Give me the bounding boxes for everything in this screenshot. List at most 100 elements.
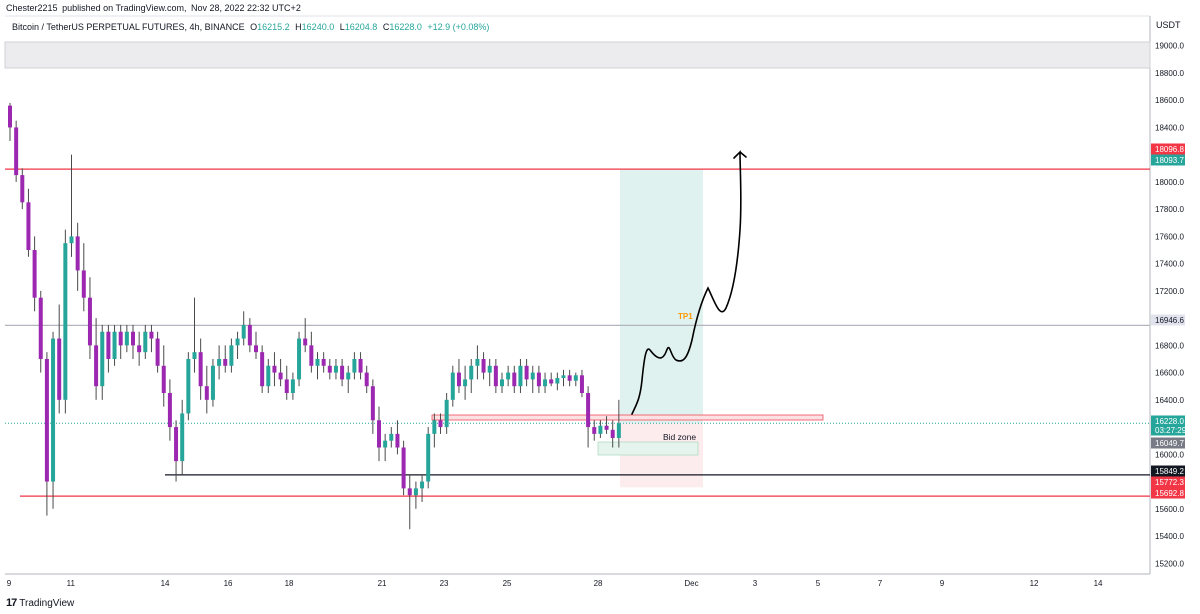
candle-body[interactable]: [69, 236, 74, 244]
candle-body[interactable]: [364, 372, 369, 387]
candle-body[interactable]: [87, 297, 92, 346]
candle-body[interactable]: [543, 379, 548, 387]
candle-body[interactable]: [401, 447, 406, 489]
candle-body[interactable]: [149, 331, 154, 339]
candle-body[interactable]: [303, 338, 308, 346]
candle-body[interactable]: [407, 488, 412, 496]
candle-body[interactable]: [610, 429, 615, 438]
candle-body[interactable]: [573, 375, 578, 381]
candle-body[interactable]: [512, 372, 517, 387]
candle-body[interactable]: [327, 365, 332, 373]
candle-body[interactable]: [131, 331, 135, 346]
candle-body[interactable]: [536, 372, 541, 387]
candle-body[interactable]: [383, 440, 388, 448]
candle-body[interactable]: [241, 324, 246, 339]
candle-body[interactable]: [598, 425, 603, 434]
candle-body[interactable]: [26, 202, 31, 251]
candle-body[interactable]: [32, 250, 37, 298]
candle-body[interactable]: [481, 358, 486, 373]
candle-body[interactable]: [493, 365, 498, 387]
candle-body[interactable]: [395, 433, 400, 448]
candle-body[interactable]: [555, 378, 560, 384]
candle-body[interactable]: [586, 393, 591, 428]
candle-body[interactable]: [346, 372, 351, 380]
long-position-target-zone[interactable]: [620, 169, 703, 424]
candle-body[interactable]: [75, 236, 80, 271]
support-rectangle[interactable]: [431, 414, 824, 421]
candle-body[interactable]: [450, 372, 455, 400]
forecast-arrow-path[interactable]: [631, 150, 747, 415]
candle-body[interactable]: [524, 365, 529, 380]
candle-body[interactable]: [180, 413, 185, 462]
candle-body[interactable]: [370, 386, 375, 421]
candle-body[interactable]: [112, 331, 117, 359]
candle-body[interactable]: [444, 399, 449, 428]
candle-body[interactable]: [616, 423, 621, 438]
candle-body[interactable]: [309, 345, 314, 366]
candle-body[interactable]: [186, 358, 191, 414]
candle-body[interactable]: [204, 386, 209, 400]
candle-body[interactable]: [174, 427, 179, 462]
candle-body[interactable]: [155, 338, 160, 366]
candle-body[interactable]: [567, 375, 572, 381]
candle-body[interactable]: [247, 324, 252, 346]
candle-body[interactable]: [272, 365, 277, 373]
candle-body[interactable]: [81, 270, 86, 298]
candle-body[interactable]: [579, 375, 584, 394]
candle-body[interactable]: [340, 365, 345, 380]
author-name[interactable]: Chester2215: [6, 3, 58, 13]
candle-body[interactable]: [217, 358, 222, 366]
candle-body[interactable]: [57, 338, 62, 400]
candle-body[interactable]: [426, 433, 431, 482]
candle-body[interactable]: [14, 127, 19, 176]
candle-body[interactable]: [604, 425, 609, 430]
candle-body[interactable]: [592, 427, 597, 434]
currency-label[interactable]: USDT: [1156, 20, 1181, 30]
candle-body[interactable]: [284, 379, 289, 394]
candle-body[interactable]: [561, 375, 566, 379]
candle-body[interactable]: [290, 379, 295, 394]
tradingview-logo[interactable]: 17 TradingView: [6, 597, 74, 609]
candle-body[interactable]: [20, 175, 25, 203]
candle-body[interactable]: [266, 365, 271, 387]
candle-body[interactable]: [358, 358, 363, 373]
candle-body[interactable]: [549, 379, 554, 384]
candle-body[interactable]: [192, 352, 197, 359]
candle-body[interactable]: [297, 338, 302, 380]
candle-body[interactable]: [333, 365, 338, 373]
bid-zone-box[interactable]: [597, 441, 699, 456]
candle-body[interactable]: [106, 331, 111, 359]
candle-body[interactable]: [198, 352, 203, 387]
candle-body[interactable]: [506, 372, 511, 380]
candle-body[interactable]: [469, 365, 474, 380]
candle-body[interactable]: [124, 331, 129, 346]
candle-body[interactable]: [456, 372, 461, 387]
candle-body[interactable]: [223, 358, 228, 366]
candle-body[interactable]: [432, 420, 437, 434]
candle-body[interactable]: [167, 393, 172, 428]
candle-body[interactable]: [530, 372, 535, 380]
candle-body[interactable]: [235, 338, 240, 346]
candle-body[interactable]: [63, 243, 68, 400]
candle-body[interactable]: [487, 365, 492, 373]
candle-body[interactable]: [260, 352, 265, 387]
candle-body[interactable]: [438, 420, 443, 428]
candle-body[interactable]: [413, 488, 418, 496]
candle-body[interactable]: [315, 358, 320, 366]
candle-body[interactable]: [8, 105, 12, 128]
candle-body[interactable]: [463, 379, 468, 387]
candle-body[interactable]: [210, 365, 215, 400]
candle-body[interactable]: [420, 481, 425, 489]
candle-body[interactable]: [51, 338, 56, 482]
candle-body[interactable]: [321, 358, 326, 366]
symbol-name[interactable]: Bitcoin / TetherUS PERPETUAL FUTURES, 4h…: [12, 22, 245, 32]
candle-body[interactable]: [137, 345, 142, 353]
candle-body[interactable]: [500, 379, 504, 387]
candle-body[interactable]: [377, 420, 381, 448]
candle-body[interactable]: [475, 358, 480, 366]
candle-body[interactable]: [278, 372, 283, 380]
candle-body[interactable]: [229, 345, 234, 366]
candle-body[interactable]: [389, 433, 394, 441]
candle-body[interactable]: [38, 297, 43, 359]
